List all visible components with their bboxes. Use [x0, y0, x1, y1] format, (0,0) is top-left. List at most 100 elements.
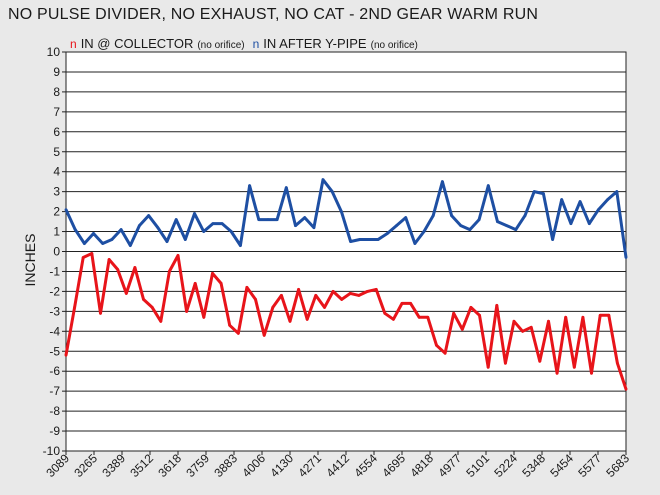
y-tick-label: 2	[53, 205, 60, 219]
data-point	[477, 218, 481, 222]
data-point	[564, 315, 568, 319]
data-point	[358, 238, 362, 241]
data-point	[417, 315, 421, 319]
data-point	[331, 290, 335, 293]
x-tick-label: 4006	[239, 451, 268, 480]
data-point	[555, 371, 559, 375]
series-line-ypipe	[64, 178, 628, 258]
data-point	[376, 238, 380, 241]
x-tick-label: 5683	[603, 451, 632, 480]
y-tick-label: 0	[53, 245, 60, 259]
y-tick-label: 6	[53, 125, 60, 139]
chart-title: NO PULSE DIVIDER, NO EXHAUST, NO CAT - 2…	[8, 6, 539, 23]
data-point	[523, 214, 527, 218]
data-point	[607, 313, 611, 317]
data-point	[193, 282, 197, 285]
data-point	[165, 240, 169, 243]
data-point	[107, 258, 111, 261]
data-point	[560, 198, 564, 202]
x-tick-label: 4271	[295, 451, 324, 480]
y-tick-label: 5	[53, 145, 60, 159]
data-point	[615, 190, 619, 194]
x-tick-label: 4412	[323, 451, 352, 480]
data-point	[542, 192, 545, 196]
data-point	[312, 226, 316, 230]
x-tick-label: 5454	[547, 451, 576, 480]
data-point	[504, 361, 507, 365]
data-point	[64, 208, 68, 212]
data-point	[441, 180, 444, 184]
data-point	[495, 304, 499, 307]
data-point	[323, 306, 326, 309]
data-point	[248, 184, 252, 188]
data-point	[99, 311, 102, 315]
data-point	[303, 216, 307, 220]
legend: n IN @ COLLECTOR (no orifice) n IN AFTER Y-P…	[70, 36, 418, 51]
data-point	[266, 218, 270, 222]
data-point	[590, 371, 593, 375]
y-tick-label: -8	[49, 404, 60, 418]
y-tick-label: -7	[49, 384, 60, 398]
data-point	[349, 240, 352, 243]
data-point	[496, 220, 499, 224]
data-point	[83, 242, 86, 245]
data-point	[469, 306, 473, 309]
data-point	[245, 286, 249, 289]
data-point	[159, 319, 163, 323]
x-tick-label: 4695	[379, 451, 408, 480]
data-point	[587, 222, 591, 226]
data-point	[392, 317, 395, 321]
data-point	[340, 210, 343, 214]
data-point	[616, 361, 619, 365]
data-point	[211, 222, 215, 226]
y-tick-label: -4	[49, 324, 60, 338]
data-point	[101, 242, 105, 245]
y-tick-label: 3	[53, 185, 60, 199]
data-point	[413, 242, 417, 245]
data-point	[512, 319, 516, 323]
x-tick-label: 3512	[127, 451, 156, 480]
data-point	[110, 238, 114, 241]
data-point	[150, 306, 154, 309]
x-tick-label: 4130	[267, 451, 296, 480]
data-point	[202, 315, 206, 319]
y-tick-label: 8	[53, 85, 60, 99]
data-point	[624, 387, 628, 391]
data-point	[288, 319, 292, 323]
data-point	[236, 331, 240, 335]
y-tick-label: -9	[49, 424, 60, 438]
y-tick-label: -6	[49, 364, 60, 378]
data-point	[450, 214, 453, 218]
data-point	[569, 222, 573, 226]
data-point	[271, 306, 275, 309]
x-tick-label: 4977	[435, 451, 464, 480]
data-point	[193, 212, 196, 216]
x-tick-label: 5101	[463, 451, 492, 480]
data-point	[124, 292, 128, 295]
data-point	[572, 365, 576, 369]
y-tick-label: -2	[49, 284, 60, 298]
x-tick-label: 3618	[155, 451, 184, 480]
data-point	[624, 256, 628, 259]
data-point	[168, 270, 171, 273]
data-point	[404, 216, 408, 220]
data-point	[431, 214, 435, 218]
data-point	[505, 224, 509, 228]
data-point	[314, 294, 318, 297]
data-point	[156, 226, 160, 230]
x-tick-label: 3389	[99, 451, 128, 480]
data-point	[598, 313, 602, 317]
data-point	[581, 315, 585, 319]
data-point	[147, 214, 151, 218]
y-tick-label: 4	[53, 165, 60, 179]
data-point	[468, 228, 472, 232]
data-point	[128, 244, 132, 247]
data-point	[538, 359, 542, 363]
data-point	[254, 298, 257, 301]
data-point	[90, 252, 94, 255]
data-point	[452, 311, 456, 315]
data-point	[529, 325, 533, 329]
data-point	[321, 178, 325, 182]
data-point	[486, 365, 490, 369]
data-point	[229, 230, 233, 233]
